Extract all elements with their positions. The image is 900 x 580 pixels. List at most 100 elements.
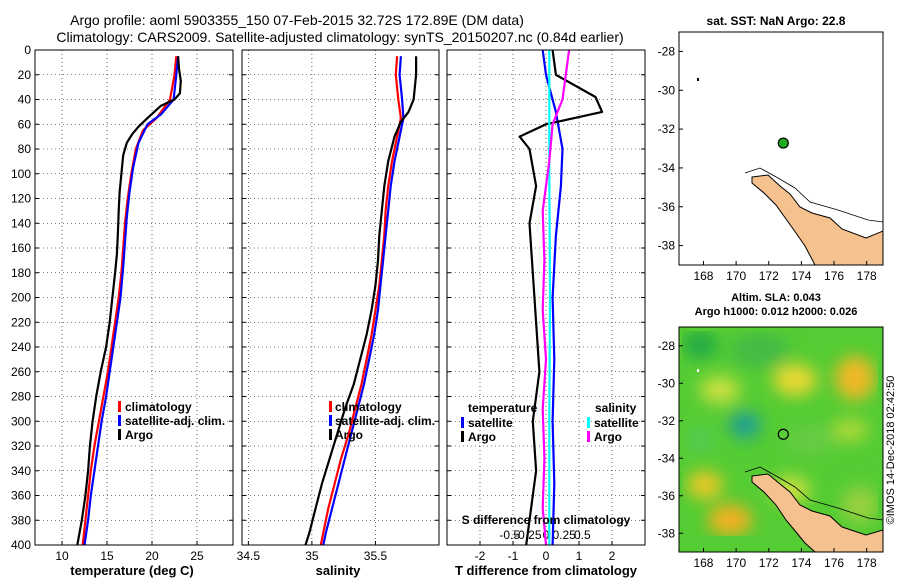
depth-tick-label: 180 <box>11 266 31 280</box>
sla-island-marker <box>697 369 699 372</box>
sla-field <box>679 327 883 552</box>
map-x-tick-label: 168 <box>693 556 713 570</box>
depth-tick-label: 160 <box>11 241 31 255</box>
depth-tick-label: 120 <box>11 192 31 206</box>
sst-bathymetry-contour <box>744 167 883 223</box>
depth-tick-label: 220 <box>11 315 31 329</box>
legend-swatch-argo <box>329 429 332 440</box>
s-tick-label: 0.5 <box>574 528 591 542</box>
map-x-tick-label: 170 <box>726 269 746 283</box>
depth-tick-label: 140 <box>11 216 31 230</box>
legend-swatch-climatology <box>118 401 121 412</box>
depth-tick-label: 200 <box>11 291 31 305</box>
map-x-tick-label: 174 <box>791 269 811 283</box>
map-x-tick-label: 172 <box>759 556 779 570</box>
x-tick-label: 35.5 <box>364 549 388 563</box>
s-tick-label: -0.5 <box>499 528 520 542</box>
map-y-tick-label: -38 <box>658 239 676 253</box>
sst-map-land <box>744 167 883 265</box>
depth-tick-label: 100 <box>11 167 31 181</box>
s-tick-label: 0.25 <box>552 528 576 542</box>
sla-land-polygon <box>751 473 883 552</box>
map-y-tick-label: -34 <box>658 451 676 465</box>
temperature-legend: climatology satellite-adj. clim. Argo <box>118 400 225 442</box>
x-tick-label: 1 <box>576 549 583 563</box>
map-x-tick-label: 176 <box>824 269 844 283</box>
sla-bathymetry-contour <box>744 466 883 521</box>
depth-tick-label: 400 <box>11 538 31 552</box>
series-line-t-argo <box>518 49 604 546</box>
x-tick-label: 2 <box>609 549 616 563</box>
legend-satellite: satellite-adj. clim. <box>335 414 435 428</box>
map-x-tick-label: 178 <box>857 556 877 570</box>
legend-swatch-argo <box>118 429 121 440</box>
map-y-tick-label: -32 <box>658 414 676 428</box>
x-tick-label: 25 <box>190 549 204 563</box>
series-line-climatology <box>81 56 178 546</box>
legend-argo: Argo <box>125 428 153 442</box>
map-x-tick-label: 176 <box>824 556 844 570</box>
map-y-tick-label: -28 <box>658 339 676 353</box>
float-location-marker <box>777 428 789 440</box>
sla-map-title-1: Altim. SLA: 0.043 <box>731 292 821 304</box>
x-tick-label: 10 <box>55 549 69 563</box>
title-line-2: Climatology: CARS2009. Satellite-adjuste… <box>56 29 623 45</box>
depth-tick-label: 0 <box>24 43 31 57</box>
depth-tick-label: 280 <box>11 390 31 404</box>
depth-tick-label: 40 <box>18 93 32 107</box>
depth-axis: 0 20 40 60 80 100 120 140 160 180 200 220 240 260 280 3… <box>11 43 31 552</box>
legend-salinity-title: salinity <box>595 401 637 415</box>
difference-xlabel: T difference from climatology <box>455 563 638 578</box>
difference-top-xlabel: S difference from climatology <box>462 513 631 527</box>
legend-swatch-t-satellite <box>461 417 464 428</box>
x-tick-label: -1 <box>508 549 519 563</box>
panel-frame <box>34 49 234 546</box>
legend-swatch-t-argo <box>461 431 464 442</box>
legend-swatch-satellite <box>118 415 121 426</box>
map-y-tick-label: -38 <box>658 526 676 540</box>
sst-island-marker <box>697 78 699 81</box>
map-y-tick-label: -32 <box>658 122 676 136</box>
depth-tick-label: 80 <box>18 142 32 156</box>
series-line-satellite-adj-clim- <box>83 56 180 546</box>
depth-tick-label: 20 <box>18 68 32 82</box>
depth-tick-label: 240 <box>11 340 31 354</box>
map-x-tick-label: 170 <box>726 556 746 570</box>
sst-map-axes: 168 170 172 174 176 178 -28 -30 -32 -34 -36 -38 <box>658 44 877 283</box>
series-line-argo <box>76 56 182 546</box>
sla-map-axes: 168 170 172 174 176 178 -28 -30 -32 -34 -36 -38 <box>658 339 877 570</box>
sst-map-title: sat. SST: NaN Argo: 22.8 <box>707 14 846 28</box>
legend-swatch-climatology <box>329 401 332 412</box>
map-x-tick-label: 168 <box>693 269 713 283</box>
series-line-argo <box>304 56 418 546</box>
salinity-legend: climatology satellite-adj. clim. Argo <box>329 400 435 442</box>
series-line-s-satellite <box>548 50 552 545</box>
x-tick-label: 20 <box>145 549 159 563</box>
salinity-plot: 34.5 35 35.5 <box>237 49 440 563</box>
temperature-plot: 10 15 20 25 <box>34 49 234 563</box>
depth-tick-label: 380 <box>11 513 31 527</box>
float-location-marker <box>777 137 789 149</box>
map-y-tick-label: -28 <box>658 44 676 58</box>
map-x-tick-label: 174 <box>791 556 811 570</box>
map-y-tick-label: -36 <box>658 200 676 214</box>
title-line-1: Argo profile: aoml 5903355_150 07-Feb-20… <box>70 12 524 28</box>
legend-s-satellite: satellite <box>594 416 639 430</box>
legend-t-argo: Argo <box>468 430 496 444</box>
depth-tick-label: 260 <box>11 365 31 379</box>
sst-map-frame <box>678 31 884 266</box>
map-x-tick-label: 172 <box>759 269 779 283</box>
panel-frame <box>241 49 440 546</box>
legend-climatology: climatology <box>335 400 402 414</box>
map-y-tick-label: -30 <box>658 376 676 390</box>
legend-s-argo: Argo <box>594 430 622 444</box>
depth-tick-label: 360 <box>11 489 31 503</box>
imos-watermark: ©IMOS 14-Dec-2018 02:42:50 <box>885 376 897 525</box>
depth-tick-label: 60 <box>18 117 32 131</box>
x-tick-label: 34.5 <box>237 549 261 563</box>
legend-swatch-satellite <box>329 415 332 426</box>
difference-plot: -2 -1 0 1 2-0.5-0.25 0 0.250.5 <box>446 49 646 563</box>
series-line-s-argo <box>541 49 571 546</box>
sla-map-title-2: Argo h1000: 0.012 h2000: 0.026 <box>695 306 858 318</box>
